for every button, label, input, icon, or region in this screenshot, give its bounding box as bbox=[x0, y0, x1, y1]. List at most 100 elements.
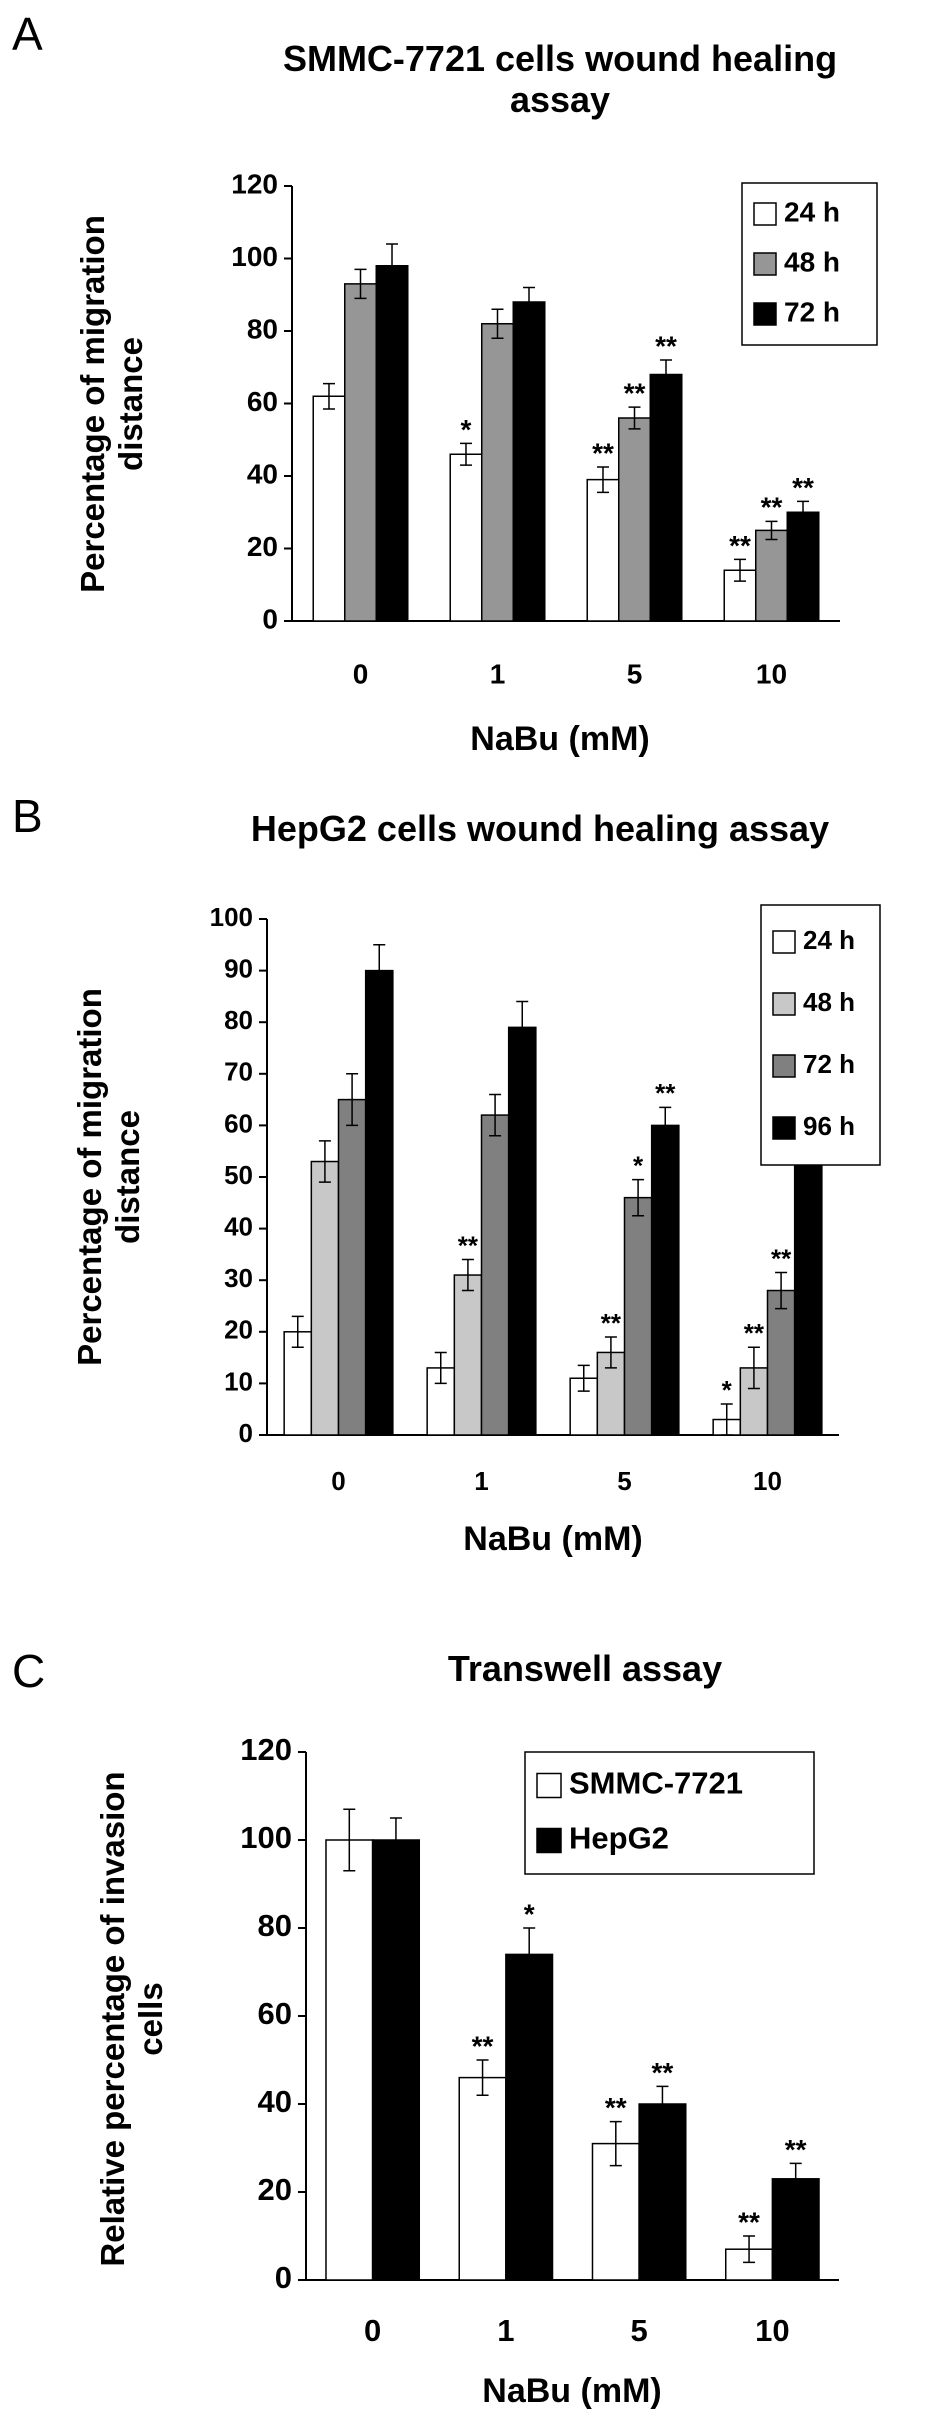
error-bar bbox=[461, 1258, 474, 1292]
legend-label: 96 h bbox=[803, 1111, 855, 1141]
chart-title: HepG2 cells wound healing assay bbox=[250, 808, 830, 849]
error-bar bbox=[604, 1336, 617, 1369]
bar bbox=[449, 453, 483, 622]
y-tick-label: 80 bbox=[224, 1005, 253, 1035]
bar bbox=[283, 1331, 313, 1436]
y-tick-label: 100 bbox=[210, 902, 253, 932]
y-tick-label: 60 bbox=[224, 1108, 253, 1138]
significance-mark: ** bbox=[761, 492, 783, 523]
x-tick-label: 10 bbox=[756, 658, 787, 689]
significance-mark: ** bbox=[738, 2206, 760, 2237]
error-bar bbox=[765, 520, 778, 541]
significance-mark: ** bbox=[792, 472, 814, 503]
bar bbox=[766, 1289, 796, 1436]
x-tick-label: 1 bbox=[490, 658, 506, 689]
error-bar bbox=[343, 1808, 356, 1872]
y-tick-label: 100 bbox=[240, 1820, 292, 1855]
x-axis-label: NaBu (mM) bbox=[482, 2372, 662, 2410]
error-bar bbox=[797, 500, 810, 524]
error-bar bbox=[523, 286, 536, 318]
error-bar bbox=[354, 268, 367, 300]
significance-mark: ** bbox=[601, 1308, 622, 1338]
chart-title: SMMC-7721 cells wound healing assay bbox=[282, 38, 838, 121]
x-tick-label: 0 bbox=[353, 658, 369, 689]
y-tick-label: 50 bbox=[224, 1160, 253, 1190]
error-bar bbox=[656, 2085, 669, 2123]
bar bbox=[638, 2103, 687, 2281]
bar bbox=[325, 1839, 374, 2281]
legend-swatch bbox=[772, 930, 796, 954]
error-bar bbox=[386, 243, 399, 289]
x-axis-label: NaBu (mM) bbox=[470, 720, 650, 758]
legend-label: 24 h bbox=[784, 196, 840, 227]
error-bar bbox=[596, 466, 609, 494]
significance-mark: * bbox=[633, 1150, 644, 1180]
y-tick-label: 0 bbox=[275, 2260, 292, 2295]
y-tick-label: 70 bbox=[224, 1057, 253, 1087]
panel-letter: B bbox=[12, 790, 43, 842]
legend-label: 48 h bbox=[803, 987, 855, 1017]
bar bbox=[343, 283, 378, 622]
error-bar bbox=[628, 406, 641, 430]
bar bbox=[586, 478, 620, 622]
significance-mark: ** bbox=[472, 2030, 494, 2061]
y-tick-label: 40 bbox=[247, 458, 278, 489]
significance-mark: ** bbox=[771, 1243, 792, 1273]
significance-mark: ** bbox=[605, 2092, 627, 2123]
error-bar bbox=[346, 1073, 359, 1127]
error-bar bbox=[659, 1106, 672, 1145]
legend-swatch bbox=[536, 1827, 562, 1854]
y-tick-label: 60 bbox=[247, 386, 278, 417]
x-tick-label: 5 bbox=[631, 2313, 648, 2348]
legend-swatch bbox=[753, 202, 777, 226]
panel-letter: C bbox=[12, 1645, 46, 1697]
x-tick-label: 0 bbox=[331, 1466, 345, 1496]
y-axis-label: Relative percentage of invasion cells bbox=[94, 1771, 169, 2267]
y-tick-label: 0 bbox=[239, 1418, 253, 1448]
significance-mark: ** bbox=[744, 1318, 765, 1348]
legend-label: SMMC-7721 bbox=[569, 1766, 743, 1801]
bar bbox=[623, 1196, 653, 1436]
error-bar bbox=[523, 1927, 536, 1982]
y-tick-label: 80 bbox=[247, 313, 278, 344]
error-bar bbox=[373, 944, 386, 998]
error-bar bbox=[476, 2059, 489, 2096]
significance-mark: ** bbox=[592, 437, 614, 468]
x-tick-label: 10 bbox=[755, 2313, 789, 2348]
bar bbox=[453, 1274, 483, 1436]
bar bbox=[793, 1155, 823, 1436]
bar bbox=[650, 1124, 680, 1436]
y-tick-label: 120 bbox=[240, 1732, 292, 1767]
y-tick-label: 40 bbox=[258, 2084, 292, 2119]
x-tick-label: 1 bbox=[474, 1466, 488, 1496]
y-axis-label: Percentage of migration distance bbox=[74, 215, 149, 593]
bar bbox=[480, 323, 515, 622]
legend-swatch bbox=[772, 1054, 796, 1078]
bar bbox=[617, 417, 652, 622]
legend-label: HepG2 bbox=[569, 1821, 669, 1856]
legend-box bbox=[524, 1751, 815, 1875]
legend-swatch bbox=[536, 1772, 562, 1799]
significance-mark: ** bbox=[655, 1078, 676, 1108]
y-tick-label: 90 bbox=[224, 953, 253, 983]
error-bar bbox=[491, 308, 504, 339]
significance-mark: ** bbox=[652, 2057, 674, 2088]
significance-mark: * bbox=[722, 1375, 733, 1405]
significance-mark: ** bbox=[729, 530, 751, 561]
y-tick-label: 60 bbox=[258, 1996, 292, 2031]
chart-title: Transwell assay bbox=[447, 1648, 723, 1689]
y-tick-label: 20 bbox=[224, 1315, 253, 1345]
bar bbox=[364, 969, 394, 1436]
error-bar bbox=[660, 359, 673, 390]
error-bar bbox=[577, 1364, 590, 1392]
error-bar bbox=[747, 1346, 760, 1390]
x-tick-label: 5 bbox=[617, 1466, 631, 1496]
bar bbox=[371, 1839, 421, 2281]
bar bbox=[310, 1160, 340, 1436]
y-tick-label: 80 bbox=[258, 1908, 292, 1943]
significance-mark: ** bbox=[458, 1230, 479, 1260]
error-bar bbox=[389, 1817, 402, 1863]
y-tick-label: 120 bbox=[231, 168, 278, 199]
y-tick-label: 20 bbox=[247, 531, 278, 562]
bar bbox=[771, 2178, 820, 2281]
